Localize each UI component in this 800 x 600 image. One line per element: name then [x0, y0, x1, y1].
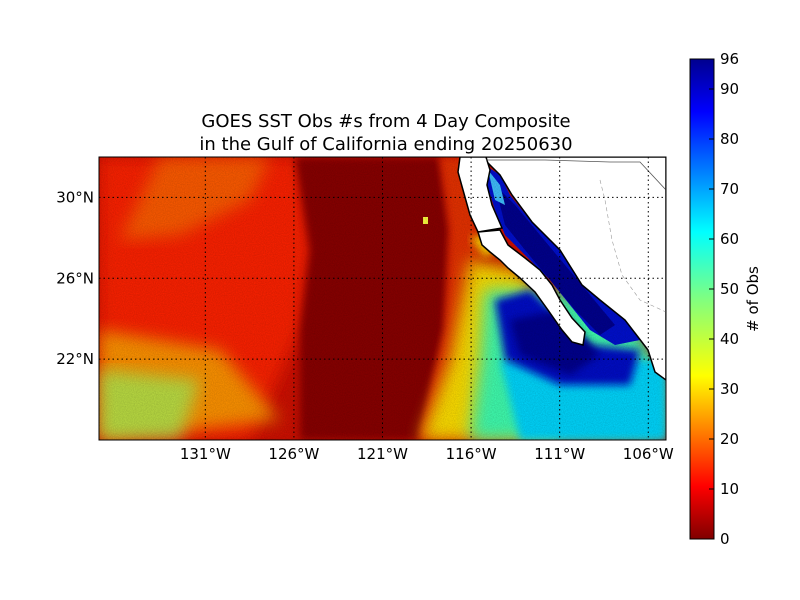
colorbar-tick-label: 30	[720, 380, 739, 398]
longitude-tick-label: 131°W	[180, 445, 231, 463]
colorbar-label: # of Obs	[744, 266, 762, 332]
longitude-tick-label: 121°W	[357, 445, 408, 463]
colorbar-tick-label: 80	[720, 130, 739, 148]
colorbar-frame	[689, 58, 715, 540]
latitude-labels: 22°N 26°N 30°N	[56, 188, 94, 368]
colorbar-tick-label: 60	[720, 230, 739, 248]
latitude-tick-label: 22°N	[56, 350, 94, 368]
longitude-tick-label: 126°W	[268, 445, 319, 463]
map-grid	[99, 157, 666, 440]
latitude-tick-label: 30°N	[56, 188, 94, 206]
colorbar-tick-label: 90	[720, 80, 739, 98]
latitude-tick-label: 26°N	[56, 269, 94, 287]
longitude-tick-label: 111°W	[534, 445, 585, 463]
map-title-line-2: in the Gulf of California ending 2025063…	[199, 134, 573, 155]
map-panel: 131°W 126°W 121°W 116°W 111°W 106°W 22°N 26°N 3…	[56, 156, 674, 463]
colorbar-ticks: 0 10 20 30 40 50 60 70 80 90 96	[709, 50, 739, 548]
obs-field	[99, 157, 666, 440]
map-title-line-1: GOES SST Obs #s from 4 Day Composite	[201, 111, 571, 132]
colorbar-tick-label: 0	[720, 530, 730, 548]
colorbar-tick-label: 10	[720, 480, 739, 498]
colorbar-tick-label: 96	[720, 50, 739, 68]
longitude-labels: 131°W 126°W 121°W 116°W 111°W 106°W	[180, 445, 674, 463]
mainland-land	[484, 157, 666, 381]
baja-peninsula-land	[477, 229, 586, 346]
longitude-tick-label: 116°W	[446, 445, 497, 463]
colorbar-tick-label: 40	[720, 330, 739, 348]
colorbar: 0 10 20 30 40 50 60 70 80 90 96 # of Obs	[689, 50, 762, 548]
colorbar-tick-label: 70	[720, 180, 739, 198]
map-frame	[98, 156, 667, 441]
longitude-tick-label: 106°W	[623, 445, 674, 463]
colorbar-tick-label: 20	[720, 430, 739, 448]
colorbar-tick-label: 50	[720, 280, 739, 298]
colorbar-gradient	[690, 59, 714, 539]
northern-baja-land	[457, 157, 504, 233]
